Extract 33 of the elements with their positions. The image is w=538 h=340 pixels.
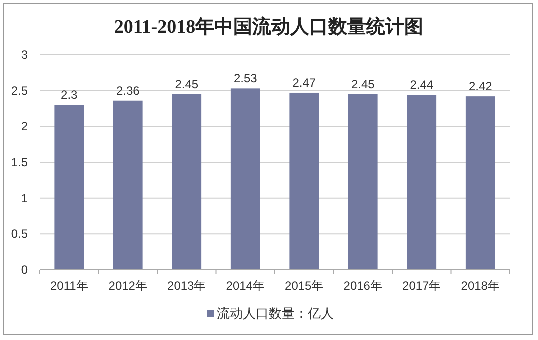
- data-label: 2.45: [351, 77, 376, 92]
- data-label: 2.53: [234, 72, 258, 86]
- x-tick-label: 2018年: [461, 279, 500, 293]
- chart-title: 2011-2018年中国流动人口数量统计图: [114, 16, 424, 38]
- y-tick-label: 1.5: [11, 156, 28, 170]
- bar: [113, 100, 143, 270]
- y-tick-label: 3: [21, 48, 28, 62]
- x-tick-label: 2014年: [226, 279, 265, 293]
- bar: [172, 94, 202, 270]
- bar: [466, 96, 496, 270]
- y-tick-label: 2.5: [11, 84, 28, 98]
- y-tick-label: 1: [21, 191, 28, 206]
- y-tick-label: 2: [21, 120, 28, 134]
- data-label: 2.44: [410, 78, 434, 92]
- legend-label: 流动人口数量：亿人: [217, 306, 334, 321]
- data-label: 2.45: [175, 77, 199, 92]
- data-label: 2.36: [116, 84, 140, 98]
- y-tick-label: 0.5: [11, 227, 28, 242]
- x-tick-label: 2016年: [344, 279, 382, 293]
- bar: [407, 95, 437, 270]
- bar: [290, 92, 320, 270]
- x-tick-label: 2011年: [50, 279, 88, 293]
- x-tick-label: 2017年: [402, 279, 442, 293]
- bar: [230, 88, 260, 270]
- bar: [348, 94, 378, 270]
- data-label: 2.42: [468, 80, 493, 94]
- data-label: 2.47: [292, 76, 316, 90]
- data-label: 2.3: [61, 88, 78, 102]
- x-tick-label: 2015年: [285, 279, 324, 293]
- y-tick-label: 0: [21, 263, 28, 277]
- x-tick-label: 2012年: [108, 279, 148, 293]
- bar: [54, 105, 84, 270]
- x-tick-label: 2013年: [168, 279, 206, 293]
